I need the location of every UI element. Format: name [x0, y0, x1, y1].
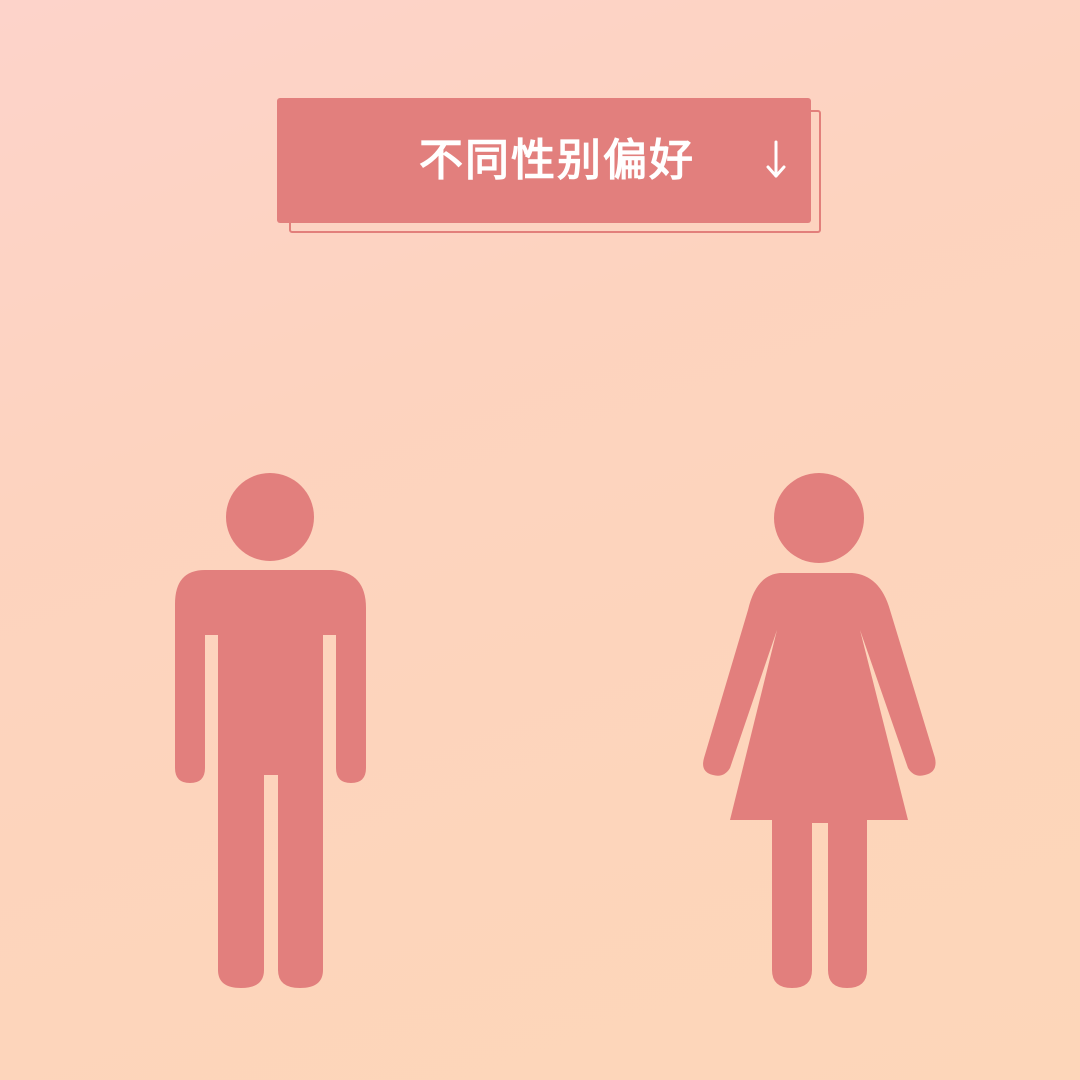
banner-title: 不同性别偏好	[419, 135, 695, 186]
title-banner: 不同性别偏好	[277, 98, 821, 233]
male-head	[226, 473, 314, 561]
male-person-icon	[175, 473, 366, 988]
arrow-down-icon	[766, 140, 786, 178]
banner-face	[277, 98, 811, 223]
female-person-icon	[703, 473, 936, 988]
female-head	[774, 473, 864, 563]
male-body	[175, 570, 366, 988]
female-body	[703, 573, 936, 988]
